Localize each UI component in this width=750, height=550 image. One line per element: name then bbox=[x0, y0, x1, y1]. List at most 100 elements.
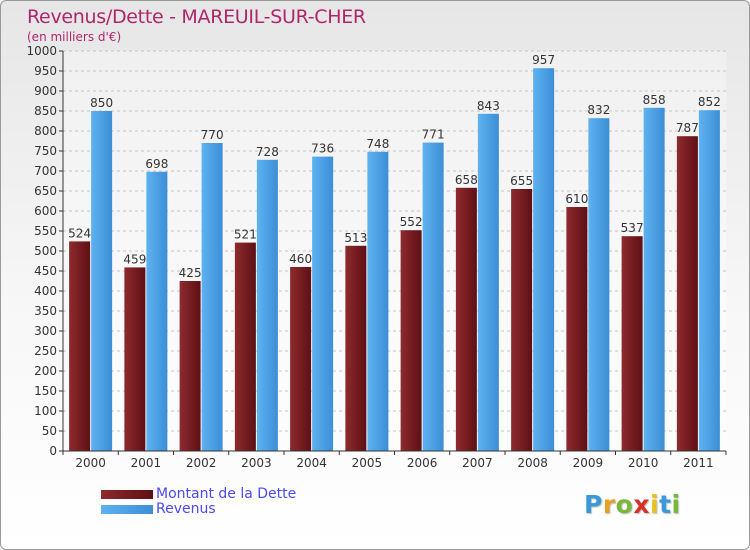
y-tick-label: 300 bbox=[34, 324, 57, 338]
bar-dette bbox=[69, 241, 91, 451]
bar-revenus bbox=[477, 113, 499, 452]
y-tick-label: 600 bbox=[34, 204, 57, 218]
y-tick-label: 200 bbox=[34, 364, 57, 378]
bar-revenus bbox=[256, 159, 278, 452]
bar-revenus bbox=[201, 143, 223, 451]
x-tick-label: 2010 bbox=[628, 456, 659, 470]
bar-revenus bbox=[533, 68, 555, 451]
x-tick-label: 2006 bbox=[407, 456, 438, 470]
bar-dette bbox=[676, 136, 698, 451]
bar-revenus bbox=[312, 156, 334, 451]
data-label-revenus: 748 bbox=[366, 137, 389, 151]
data-label-dette: 524 bbox=[68, 226, 91, 240]
legend-label-revenus: Revenus bbox=[156, 501, 216, 517]
bar-dette bbox=[345, 245, 367, 451]
data-label-dette: 552 bbox=[400, 215, 423, 229]
data-label-revenus: 858 bbox=[643, 93, 666, 107]
data-label-dette: 658 bbox=[455, 173, 478, 187]
data-labels: 524 850 459 698 425 770 521 728 460 736 513 748 552 7… bbox=[68, 53, 721, 280]
data-label-dette: 459 bbox=[123, 252, 146, 266]
x-tick-label: 2009 bbox=[573, 456, 604, 470]
y-tick-label: 800 bbox=[34, 124, 57, 138]
data-label-revenus: 771 bbox=[422, 128, 445, 142]
bar-revenus bbox=[91, 111, 113, 451]
logo-letter: x bbox=[633, 490, 650, 519]
bar-dette bbox=[290, 267, 312, 451]
data-label-dette: 460 bbox=[289, 252, 312, 266]
data-label-dette: 610 bbox=[565, 192, 588, 206]
grid-lines bbox=[63, 50, 726, 452]
bar-dette bbox=[400, 230, 422, 451]
legend-label-dette: Montant de la Dette bbox=[156, 486, 297, 502]
logo-letter: r bbox=[602, 490, 616, 519]
x-tick-label: 2005 bbox=[352, 456, 383, 470]
bars bbox=[69, 68, 720, 452]
y-tick-label: 250 bbox=[34, 344, 57, 358]
data-label-revenus: 852 bbox=[698, 95, 721, 109]
x-tick-label: 2007 bbox=[462, 456, 493, 470]
bar-revenus bbox=[643, 107, 665, 452]
logo-letter: i bbox=[671, 490, 681, 519]
y-tick-label: 950 bbox=[34, 64, 57, 78]
data-label-dette: 537 bbox=[621, 221, 644, 235]
y-tick-label: 500 bbox=[34, 244, 57, 258]
y-tick-label: 700 bbox=[34, 164, 57, 178]
y-tick-label: 900 bbox=[34, 84, 57, 98]
bar-dette bbox=[621, 236, 643, 451]
y-tick-label: 0 bbox=[49, 444, 57, 458]
y-tick-label: 50 bbox=[42, 424, 57, 438]
x-tick-label: 2002 bbox=[186, 456, 217, 470]
chart-title: Revenus/Dette - MAREUIL-SUR-CHER bbox=[27, 6, 366, 28]
data-label-revenus: 850 bbox=[90, 96, 113, 110]
data-label-dette: 521 bbox=[234, 228, 257, 242]
bar-dette bbox=[234, 242, 256, 451]
y-tick-label: 1000 bbox=[26, 44, 57, 58]
bar-dette bbox=[511, 189, 533, 451]
proxiti-logo: Proxiti bbox=[584, 490, 681, 519]
y-tick-label: 850 bbox=[34, 104, 57, 118]
logo-letter: P bbox=[584, 490, 603, 519]
data-label-revenus: 728 bbox=[256, 145, 279, 159]
data-label-dette: 425 bbox=[179, 266, 202, 280]
data-label-revenus: 770 bbox=[201, 128, 224, 142]
bar-revenus bbox=[698, 110, 720, 451]
axes: 0 50 100 150 200 250 300 350 400 450 500 550 600 650 7… bbox=[26, 44, 727, 470]
x-tick-label: 2000 bbox=[75, 456, 106, 470]
bar-revenus bbox=[422, 142, 444, 451]
chart-subtitle: (en milliers d'€) bbox=[27, 30, 122, 44]
bar-dette bbox=[179, 281, 201, 451]
bar-revenus bbox=[367, 151, 389, 452]
x-tick-label: 2008 bbox=[517, 456, 548, 470]
data-label-revenus: 832 bbox=[587, 103, 610, 117]
y-tick-label: 350 bbox=[34, 304, 57, 318]
bar-revenus bbox=[146, 171, 168, 452]
logo-letter: i bbox=[650, 490, 660, 519]
bar-dette bbox=[124, 267, 146, 451]
x-tick-label: 2001 bbox=[131, 456, 162, 470]
data-label-dette: 655 bbox=[510, 174, 533, 188]
logo-letter: t bbox=[659, 490, 672, 519]
x-tick-label: 2003 bbox=[241, 456, 272, 470]
bar-dette bbox=[566, 207, 588, 451]
data-label-revenus: 736 bbox=[311, 142, 334, 156]
y-tick-label: 450 bbox=[34, 264, 57, 278]
bar-dette bbox=[455, 187, 477, 452]
y-tick-label: 650 bbox=[34, 184, 57, 198]
y-tick-label: 750 bbox=[34, 144, 57, 158]
data-label-revenus: 698 bbox=[145, 157, 168, 171]
x-tick-label: 2004 bbox=[296, 456, 327, 470]
y-tick-label: 100 bbox=[34, 404, 57, 418]
legend-swatch-dette bbox=[101, 490, 153, 499]
y-tick-label: 550 bbox=[34, 224, 57, 238]
y-tick-label: 400 bbox=[34, 284, 57, 298]
data-label-revenus: 957 bbox=[532, 53, 555, 67]
legend-swatch-revenus bbox=[101, 505, 153, 514]
x-tick-label: 2011 bbox=[683, 456, 714, 470]
y-tick-label: 150 bbox=[34, 384, 57, 398]
logo-letter: o bbox=[615, 490, 634, 519]
data-label-dette: 513 bbox=[344, 231, 367, 245]
bar-revenus bbox=[588, 118, 610, 451]
data-label-revenus: 843 bbox=[477, 99, 500, 113]
